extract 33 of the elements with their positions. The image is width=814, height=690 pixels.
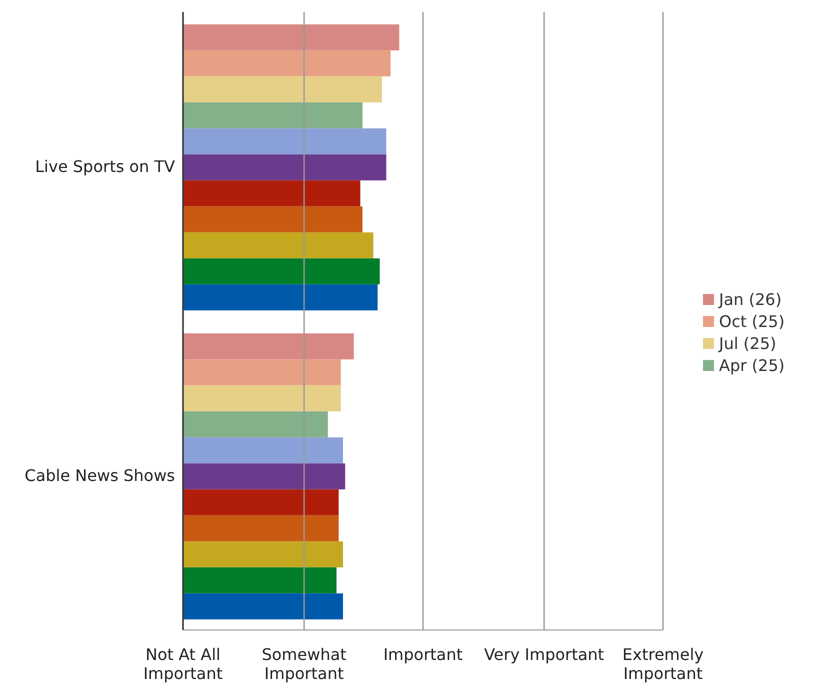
legend-label: Jul (25) xyxy=(719,334,776,352)
legend-label: Oct (25) xyxy=(719,312,785,330)
ref-line-label: Extremely Important xyxy=(622,645,704,683)
bar xyxy=(183,385,341,412)
bar xyxy=(183,154,386,180)
bar xyxy=(183,437,343,464)
bar xyxy=(183,593,343,620)
bar xyxy=(183,359,341,386)
bar xyxy=(183,567,337,594)
bar xyxy=(183,258,380,284)
bar xyxy=(183,232,374,258)
bar xyxy=(183,541,343,568)
ref-line-label: Important xyxy=(383,645,463,664)
bar xyxy=(183,489,339,516)
bar xyxy=(183,515,339,542)
bar xyxy=(183,333,354,360)
bar xyxy=(183,50,391,76)
y-tick-label: Cable News Shows xyxy=(24,466,175,486)
ref-line-label: Somewhat Important xyxy=(262,645,346,683)
bar xyxy=(183,284,378,310)
bar xyxy=(183,102,362,128)
legend-label: Jan (26) xyxy=(719,290,782,308)
y-tick-label: Live Sports on TV xyxy=(35,157,176,176)
bar xyxy=(183,76,382,102)
bar xyxy=(183,24,400,50)
legend-label: Apr (25) xyxy=(719,356,785,374)
bar xyxy=(183,463,346,490)
bar xyxy=(183,411,328,438)
ref-line-label: Very Important xyxy=(484,645,604,664)
bar xyxy=(183,128,386,154)
ref-line-label: Not At All Important xyxy=(143,645,223,683)
bar xyxy=(183,206,362,232)
bar xyxy=(183,180,360,206)
